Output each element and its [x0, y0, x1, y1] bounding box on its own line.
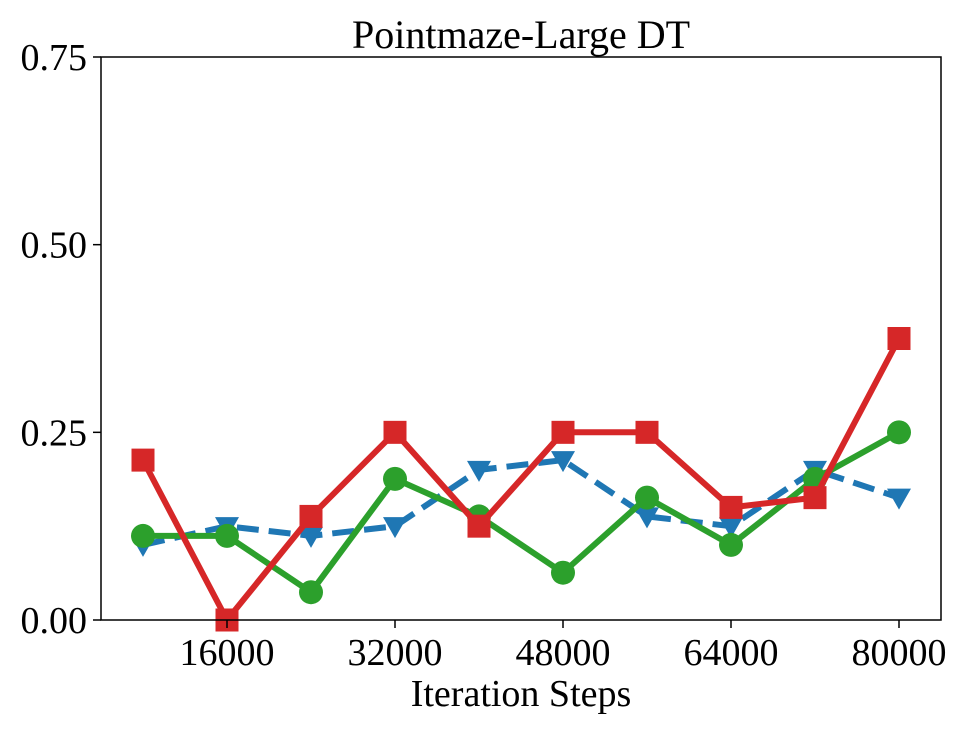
- series-red-solid-square: [131, 327, 911, 632]
- marker-red-solid-square-5: [551, 420, 575, 444]
- marker-green-solid-circle-6: [635, 485, 659, 510]
- marker-green-solid-circle-3: [383, 466, 407, 491]
- marker-red-solid-square-6: [635, 420, 659, 444]
- x-axis-label: Iteration Steps: [411, 673, 632, 715]
- x-tick-label-4: 80000: [852, 632, 947, 674]
- marker-green-solid-circle-1: [215, 523, 239, 548]
- marker-blue-dashed-triangle-6: [635, 507, 659, 529]
- y-tick-label-1: 0.25: [21, 412, 88, 454]
- marker-blue-dashed-triangle-2: [299, 526, 323, 548]
- marker-blue-dashed-triangle-3: [383, 517, 407, 539]
- series-line-red-solid-square: [140, 337, 902, 623]
- marker-green-solid-circle-0: [131, 523, 155, 548]
- marker-red-solid-square-9: [887, 327, 911, 350]
- marker-green-solid-circle-5: [551, 560, 575, 585]
- marker-blue-dashed-triangle-7: [719, 517, 743, 539]
- marker-green-solid-circle-2: [299, 580, 323, 605]
- y-tick-label-3: 0.75: [21, 37, 88, 79]
- marker-green-solid-circle-9: [887, 420, 911, 445]
- x-tick-label-0: 16000: [180, 632, 275, 674]
- chart-title: Pointmaze-Large DT: [352, 12, 690, 57]
- marker-red-solid-square-3: [383, 420, 407, 444]
- series-line-blue-dashed-triangle: [142, 457, 900, 548]
- marker-blue-dashed-triangle-9: [887, 488, 911, 510]
- x-tick-label-3: 64000: [684, 632, 779, 674]
- x-tick-label-1: 32000: [348, 632, 443, 674]
- marker-blue-dashed-triangle-5: [551, 451, 575, 473]
- x-tick-label-2: 48000: [516, 632, 611, 674]
- marker-blue-dashed-triangle-4: [467, 460, 491, 482]
- plot-frame: [100, 56, 942, 621]
- y-tick-label-2: 0.50: [21, 225, 88, 267]
- marker-red-solid-square-4: [467, 514, 491, 538]
- axes-layer: 16000 32000 48000 64000 80000 0.00 0.25 0.50 0.7…: [21, 37, 947, 674]
- marker-red-solid-square-7: [719, 495, 743, 519]
- marker-red-solid-square-0: [131, 448, 155, 472]
- marker-green-solid-circle-7: [719, 532, 743, 557]
- series-layer: [131, 327, 911, 632]
- marker-red-solid-square-8: [803, 486, 827, 510]
- y-tick-label-0: 0.00: [21, 600, 88, 642]
- marker-red-solid-square-2: [299, 504, 323, 528]
